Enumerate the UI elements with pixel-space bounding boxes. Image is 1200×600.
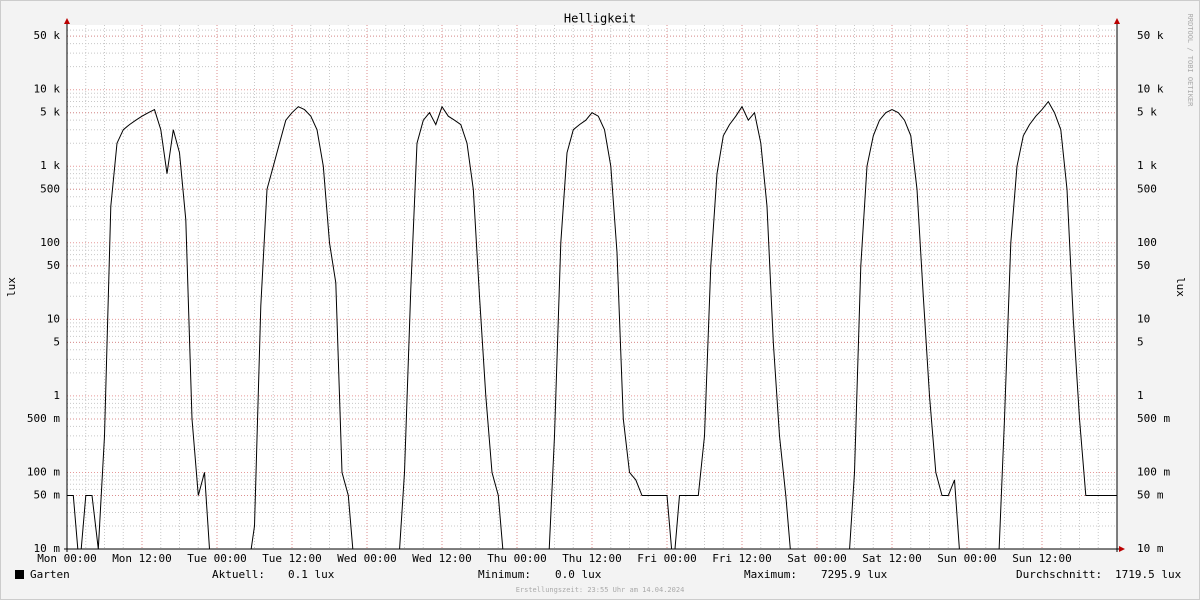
stat-value: 7295.9 lux (821, 568, 888, 581)
y-tick-label-right: 1 k (1137, 159, 1157, 172)
y-tick-label: 100 m (27, 465, 60, 478)
stat-label: Minimum: (478, 568, 531, 581)
x-tick-label: Wed 00:00 (337, 552, 397, 565)
stat-value: 0.0 lux (555, 568, 602, 581)
y-tick-label: 1 k (40, 159, 60, 172)
y-tick-label-right: 50 (1137, 259, 1150, 272)
x-tick-label: Fri 12:00 (712, 552, 772, 565)
y-tick-label: 50 k (34, 29, 61, 42)
y-tick-label: 500 (40, 182, 60, 195)
x-tick-label: Mon 12:00 (112, 552, 172, 565)
series-line (67, 100, 1117, 549)
x-tick-label: Sun 00:00 (937, 552, 997, 565)
footer: Erstellungszeit: 23:55 Uhr am 14.04.2024 (516, 586, 685, 594)
y-tick-label-right: 100 (1137, 236, 1157, 249)
y-tick-label-right: 50 m (1137, 488, 1164, 501)
y-tick-label-right: 500 m (1137, 412, 1170, 425)
stat-label: Aktuell: (212, 568, 265, 581)
y-tick-label: 50 m (34, 488, 61, 501)
x-tick-label: Sun 12:00 (1012, 552, 1072, 565)
x-tick-label: Tue 12:00 (262, 552, 322, 565)
legend-label: Garten (30, 568, 70, 581)
grid (66, 25, 1117, 550)
y-tick-label: 10 k (34, 83, 61, 96)
y-tick-label-right: 5 (1137, 335, 1144, 348)
stat-label: Durchschnitt: (1016, 568, 1102, 581)
y-tick-label: 1 (53, 389, 60, 402)
y-tick-label-right: 5 k (1137, 106, 1157, 119)
axis-arrow (64, 18, 70, 24)
y-tick-label: 5 (53, 335, 60, 348)
axis-arrow (1119, 546, 1125, 552)
x-tick-label: Fri 00:00 (637, 552, 697, 565)
side-note: RRDTOOL / TOBI OETIKER (1186, 14, 1194, 108)
y-tick-label: 10 m (34, 542, 61, 555)
y-axis-label: lux (5, 277, 18, 297)
series-layer (67, 100, 1117, 549)
stat-label: Maximum: (744, 568, 797, 581)
x-tick-label: Thu 12:00 (562, 552, 622, 565)
y-tick-label-right: 10 (1137, 312, 1150, 325)
axis-arrow (1114, 18, 1120, 24)
x-tick-label: Wed 12:00 (412, 552, 472, 565)
y-tick-label: 10 (47, 312, 60, 325)
stat-value: 1719.5 lux (1115, 568, 1182, 581)
y-tick-label-right: 500 (1137, 182, 1157, 195)
y-tick-label: 500 m (27, 412, 60, 425)
y-axis-label: lux (1174, 277, 1187, 297)
y-tick-label: 5 k (40, 106, 60, 119)
y-tick-label: 100 (40, 236, 60, 249)
y-tick-label-right: 100 m (1137, 465, 1170, 478)
stat-value: 0.1 lux (288, 568, 335, 581)
chart-title: Helligkeit (564, 12, 636, 26)
x-tick-label: Mon 00:00 (37, 552, 97, 565)
x-tick-label: Sat 00:00 (787, 552, 847, 565)
x-tick-label: Thu 00:00 (487, 552, 547, 565)
y-tick-label-right: 10 k (1137, 83, 1164, 96)
y-tick-label-right: 1 (1137, 389, 1144, 402)
y-tick-label-right: 50 k (1137, 29, 1164, 42)
x-tick-label: Tue 00:00 (187, 552, 247, 565)
y-tick-label-right: 10 m (1137, 542, 1164, 555)
y-tick-label: 50 (47, 259, 60, 272)
legend-swatch (15, 570, 24, 579)
x-tick-label: Sat 12:00 (862, 552, 922, 565)
